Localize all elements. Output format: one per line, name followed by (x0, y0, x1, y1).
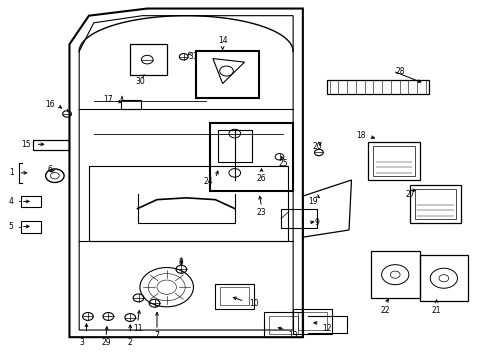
Text: 10: 10 (249, 299, 259, 308)
Text: 6: 6 (47, 165, 52, 174)
Bar (215, 284, 254, 309)
Text: 12: 12 (322, 324, 331, 333)
Text: 26: 26 (256, 174, 266, 183)
Bar (268, 316, 297, 334)
Bar (21, 196, 41, 207)
Bar (210, 123, 292, 191)
Text: 8: 8 (179, 258, 183, 267)
Text: 24: 24 (203, 177, 212, 186)
Bar (368, 143, 419, 180)
Text: 17: 17 (103, 95, 113, 104)
Bar (21, 221, 41, 233)
Bar (297, 312, 326, 330)
Text: 9: 9 (314, 219, 319, 228)
Text: 23: 23 (256, 208, 266, 217)
Text: 14: 14 (217, 36, 227, 45)
Text: 18: 18 (356, 131, 365, 140)
Text: 27: 27 (404, 190, 414, 199)
Text: 30: 30 (135, 77, 144, 86)
Text: 11: 11 (133, 324, 142, 333)
Text: 20: 20 (312, 141, 322, 150)
Text: 2: 2 (127, 338, 132, 347)
Text: 29: 29 (101, 338, 110, 347)
Text: 19: 19 (307, 197, 317, 206)
Text: 4: 4 (9, 197, 14, 206)
Text: 3: 3 (79, 338, 84, 347)
Bar (217, 130, 251, 162)
Text: 16: 16 (45, 100, 55, 109)
Bar (409, 185, 460, 223)
Text: 5: 5 (9, 222, 14, 231)
Bar (196, 51, 259, 98)
Bar (130, 44, 166, 75)
Text: 25: 25 (278, 159, 287, 168)
Bar (120, 100, 141, 109)
Text: 22: 22 (380, 306, 389, 315)
Text: 1: 1 (9, 168, 14, 177)
Bar (220, 287, 249, 305)
Bar (414, 189, 455, 219)
Bar (370, 251, 419, 298)
Bar (292, 309, 331, 334)
Text: 28: 28 (394, 67, 404, 76)
Bar (372, 146, 414, 176)
Text: 15: 15 (21, 140, 30, 149)
Bar (326, 80, 428, 94)
Bar (419, 255, 467, 301)
Bar (264, 312, 302, 337)
Text: 13: 13 (288, 331, 297, 340)
Text: 21: 21 (431, 306, 440, 315)
Text: 7: 7 (154, 331, 159, 340)
Text: 31: 31 (188, 52, 198, 61)
Bar (33, 140, 69, 150)
Bar (281, 208, 317, 228)
